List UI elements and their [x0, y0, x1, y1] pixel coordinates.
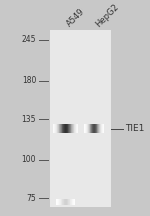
Bar	[99, 124, 100, 133]
Bar	[77, 124, 78, 133]
Bar	[76, 124, 77, 133]
Bar	[73, 199, 74, 205]
Bar	[62, 124, 63, 133]
Text: 75: 75	[26, 194, 36, 203]
Bar	[74, 124, 75, 133]
Bar	[97, 124, 98, 133]
Bar	[86, 124, 87, 133]
Bar	[58, 199, 59, 205]
Text: A549: A549	[65, 7, 87, 29]
Bar	[92, 124, 93, 133]
Bar	[88, 124, 89, 133]
Bar	[53, 124, 54, 133]
Bar	[54, 124, 55, 133]
Bar	[67, 199, 68, 205]
Bar	[68, 124, 69, 133]
Bar	[92, 124, 93, 133]
Bar	[94, 124, 95, 133]
Bar	[76, 124, 77, 133]
Bar	[99, 124, 100, 133]
Bar	[85, 124, 86, 133]
Bar	[65, 124, 66, 133]
Bar	[63, 199, 64, 205]
Bar	[75, 124, 76, 133]
Bar	[56, 199, 57, 205]
Bar	[68, 199, 69, 205]
Bar	[74, 199, 75, 205]
Bar	[90, 124, 91, 133]
Bar	[61, 124, 62, 133]
Bar	[71, 124, 72, 133]
Text: 245: 245	[22, 35, 36, 44]
Bar	[60, 199, 61, 205]
Text: HepG2: HepG2	[94, 2, 121, 29]
Bar	[90, 124, 91, 133]
Bar	[59, 199, 60, 205]
Bar	[85, 124, 86, 133]
Bar	[65, 199, 66, 205]
Bar	[62, 124, 63, 133]
Bar	[66, 199, 67, 205]
Bar	[91, 124, 92, 133]
Bar	[72, 124, 73, 133]
Bar	[58, 124, 59, 133]
Text: TIE1: TIE1	[125, 124, 144, 133]
Bar	[62, 199, 63, 205]
Bar	[73, 124, 74, 133]
Bar	[101, 124, 102, 133]
Text: 135: 135	[22, 115, 36, 124]
Bar	[73, 199, 74, 205]
Bar	[55, 124, 56, 133]
Bar	[71, 124, 72, 133]
Bar	[61, 199, 62, 205]
Bar	[72, 199, 73, 205]
Bar	[59, 124, 60, 133]
Bar	[103, 124, 104, 133]
Bar	[71, 199, 72, 205]
Bar	[102, 124, 103, 133]
Bar	[74, 124, 75, 133]
Bar	[100, 124, 101, 133]
Bar	[87, 124, 88, 133]
Bar	[69, 199, 70, 205]
Bar	[70, 199, 71, 205]
Bar	[56, 124, 57, 133]
Bar	[88, 124, 89, 133]
Bar	[64, 199, 65, 205]
Text: 180: 180	[22, 76, 36, 86]
Bar	[84, 124, 85, 133]
Bar	[68, 124, 69, 133]
Bar	[98, 124, 99, 133]
Bar	[95, 124, 96, 133]
Bar	[68, 199, 69, 205]
Bar	[98, 124, 99, 133]
Bar	[63, 124, 64, 133]
Text: 100: 100	[22, 155, 36, 164]
Bar	[64, 124, 65, 133]
Bar	[93, 124, 94, 133]
Bar	[70, 124, 71, 133]
Bar	[57, 124, 58, 133]
Bar	[59, 199, 60, 205]
Bar	[65, 124, 66, 133]
Bar	[96, 124, 97, 133]
Bar	[62, 199, 63, 205]
Bar	[100, 124, 101, 133]
Bar	[65, 199, 66, 205]
Bar	[66, 124, 67, 133]
Bar	[70, 124, 71, 133]
Bar	[69, 124, 70, 133]
Bar	[57, 199, 58, 205]
Bar	[67, 124, 68, 133]
Bar	[60, 124, 61, 133]
Bar	[89, 124, 90, 133]
